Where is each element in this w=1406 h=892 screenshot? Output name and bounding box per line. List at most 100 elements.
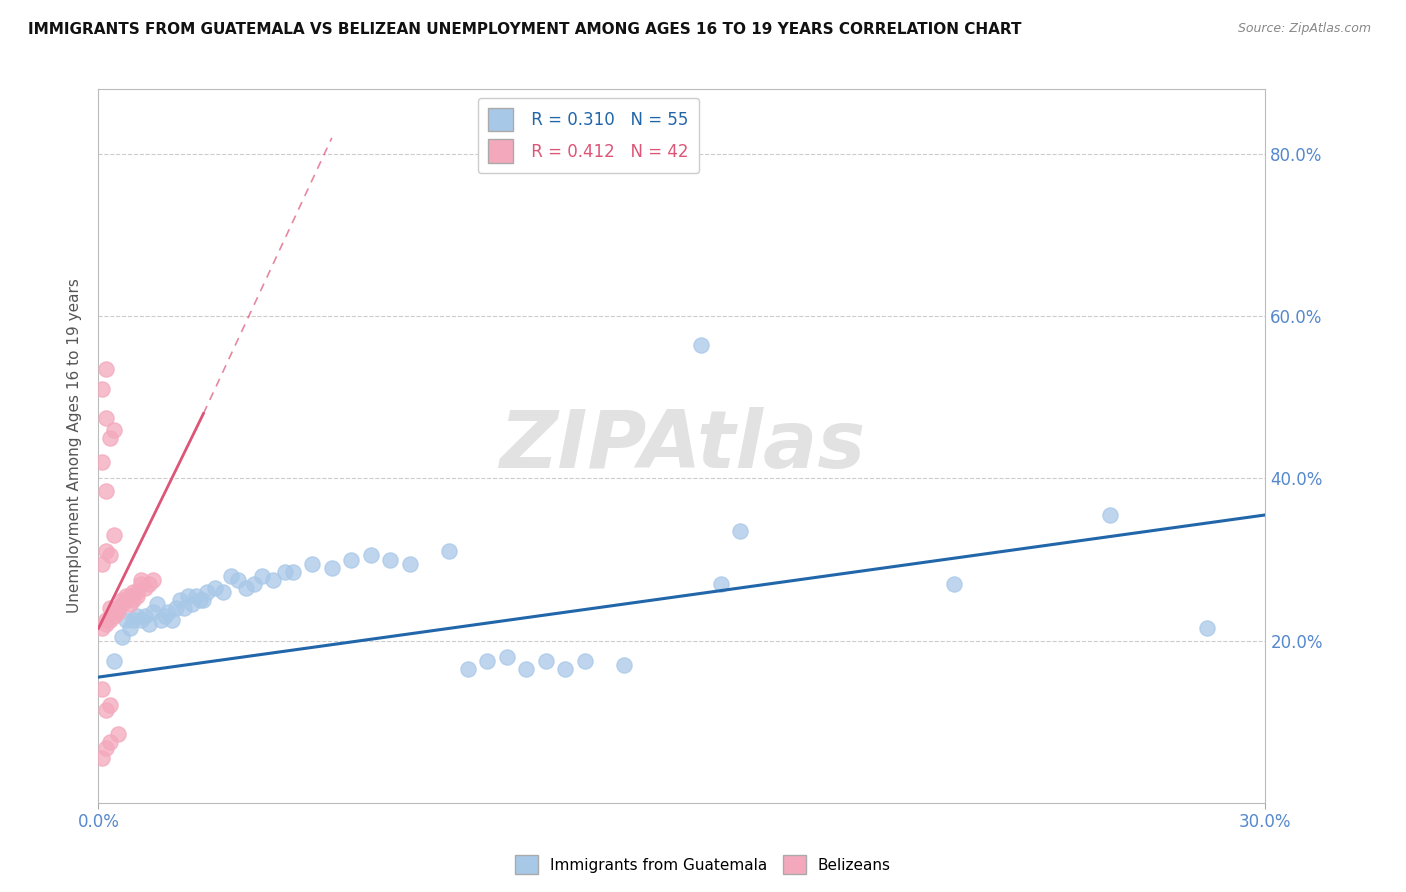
Point [180, 597, 202, 611]
Point [127, 589, 149, 603]
Point [212, 585, 235, 599]
Point [91, 682, 114, 697]
Point [96, 410, 118, 425]
Text: ZIPAtlas: ZIPAtlas [499, 407, 865, 485]
Point [134, 609, 156, 624]
Point [340, 552, 363, 566]
Point [91, 557, 114, 571]
Point [477, 654, 499, 668]
Point [96, 544, 118, 558]
Point [173, 601, 195, 615]
Point [103, 423, 125, 437]
Point [219, 568, 242, 582]
Point [1098, 508, 1121, 522]
Point [134, 581, 156, 595]
Point [195, 585, 218, 599]
Point [146, 597, 169, 611]
Point [98, 613, 121, 627]
Point [177, 589, 200, 603]
Point [122, 593, 145, 607]
Point [96, 483, 118, 498]
Point [169, 593, 191, 607]
Text: Source: ZipAtlas.com: Source: ZipAtlas.com [1237, 22, 1371, 36]
Point [122, 613, 145, 627]
Point [91, 455, 114, 469]
Point [162, 613, 184, 627]
Legend:  R = 0.310   N = 55,  R = 0.412   N = 42: R = 0.310 N = 55, R = 0.412 N = 42 [478, 97, 699, 173]
Point [91, 622, 114, 636]
Point [91, 382, 114, 396]
Y-axis label: Unemployment Among Ages 16 to 19 years: Unemployment Among Ages 16 to 19 years [67, 278, 83, 614]
Point [98, 698, 121, 713]
Point [138, 577, 160, 591]
Point [184, 589, 207, 603]
Point [114, 593, 136, 607]
Point [149, 613, 172, 627]
Point [96, 702, 118, 716]
Point [96, 617, 118, 632]
Point [96, 362, 118, 376]
Point [91, 751, 114, 765]
Point [193, 593, 215, 607]
Point [142, 573, 165, 587]
Point [690, 337, 713, 351]
Point [321, 560, 343, 574]
Point [98, 735, 121, 749]
Point [235, 581, 257, 595]
Point [378, 552, 402, 566]
Point [243, 577, 266, 591]
Point [1195, 622, 1218, 636]
Point [204, 581, 226, 595]
Point [228, 573, 250, 587]
Point [157, 605, 180, 619]
Point [98, 431, 121, 445]
Point [710, 577, 733, 591]
Point [457, 662, 479, 676]
Point [107, 727, 129, 741]
Point [360, 549, 382, 563]
Text: IMMIGRANTS FROM GUATEMALA VS BELIZEAN UNEMPLOYMENT AMONG AGES 16 TO 19 YEARS COR: IMMIGRANTS FROM GUATEMALA VS BELIZEAN UN… [28, 22, 1022, 37]
Point [281, 565, 304, 579]
Point [250, 568, 273, 582]
Point [301, 557, 323, 571]
Point [495, 649, 517, 664]
Point [515, 662, 537, 676]
Point [127, 585, 149, 599]
Point [96, 740, 118, 755]
Point [138, 617, 160, 632]
Point [129, 577, 152, 591]
Point [274, 565, 297, 579]
Point [730, 524, 752, 538]
Point [118, 589, 141, 603]
Point [107, 601, 129, 615]
Point [165, 601, 187, 615]
Point [153, 609, 176, 624]
Point [96, 613, 118, 627]
Point [262, 573, 284, 587]
Point [943, 577, 966, 591]
Point [114, 589, 136, 603]
Legend: Immigrants from Guatemala, Belizeans: Immigrants from Guatemala, Belizeans [509, 849, 897, 880]
Point [111, 593, 134, 607]
Point [103, 605, 125, 619]
Point [98, 601, 121, 615]
Point [129, 613, 152, 627]
Point [122, 585, 145, 599]
Point [98, 549, 121, 563]
Point [554, 662, 576, 676]
Point [111, 630, 134, 644]
Point [103, 528, 125, 542]
Point [118, 597, 141, 611]
Point [103, 654, 125, 668]
Point [129, 573, 152, 587]
Point [188, 593, 211, 607]
Point [613, 657, 636, 672]
Point [103, 609, 125, 624]
Point [118, 622, 141, 636]
Point [107, 605, 129, 619]
Point [534, 654, 557, 668]
Point [111, 597, 134, 611]
Point [142, 605, 165, 619]
Point [398, 557, 420, 571]
Point [437, 544, 460, 558]
